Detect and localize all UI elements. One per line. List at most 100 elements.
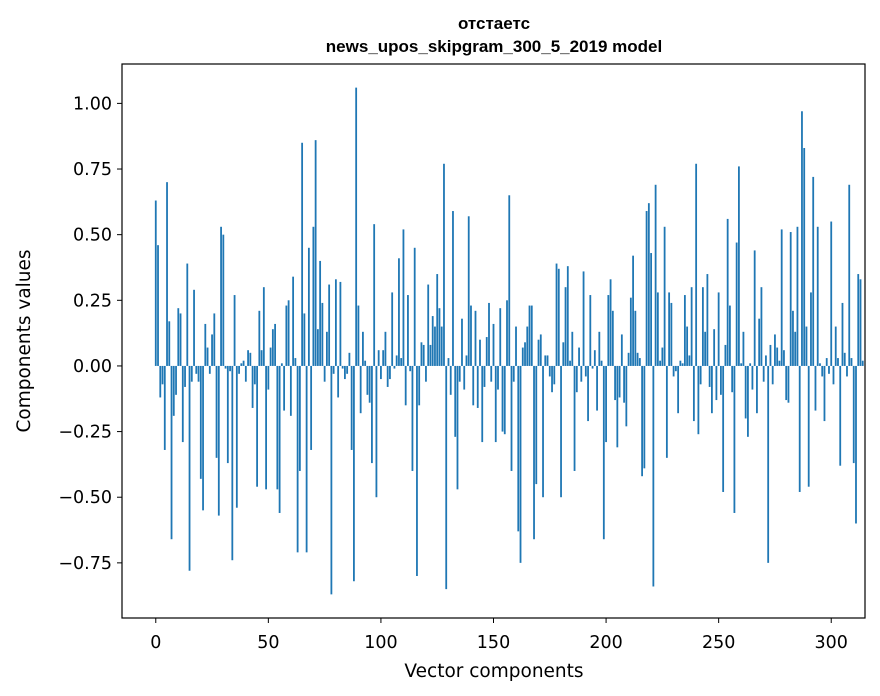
bar xyxy=(683,295,686,366)
y-tick-label: −0.50 xyxy=(58,488,112,508)
bar xyxy=(247,350,249,366)
bar xyxy=(789,232,792,366)
bar xyxy=(503,365,506,435)
bar xyxy=(587,365,589,422)
bar xyxy=(528,305,531,366)
bar xyxy=(296,365,299,553)
bar xyxy=(395,355,398,366)
bar xyxy=(204,323,207,366)
bar xyxy=(742,331,745,366)
bar xyxy=(328,284,331,366)
y-tick-label: 0.75 xyxy=(73,160,112,180)
bar xyxy=(760,287,763,366)
bar xyxy=(472,365,475,406)
bar xyxy=(747,365,749,437)
bar xyxy=(720,365,722,395)
bar xyxy=(341,365,344,369)
bar xyxy=(166,182,168,366)
bar xyxy=(382,350,385,366)
bar xyxy=(197,365,200,382)
bar xyxy=(711,365,713,414)
bar xyxy=(416,365,418,576)
bar xyxy=(722,365,725,492)
bar xyxy=(449,365,452,395)
bar xyxy=(474,310,477,366)
bar xyxy=(645,211,648,366)
bar xyxy=(661,347,664,366)
bar xyxy=(168,321,171,366)
y-tick-label: 0.00 xyxy=(73,357,112,377)
bar xyxy=(656,292,659,366)
bar xyxy=(643,365,646,469)
bar xyxy=(211,334,213,366)
bar xyxy=(810,292,812,366)
bar xyxy=(769,344,772,366)
bar xyxy=(837,358,839,366)
bar xyxy=(409,365,412,372)
bar xyxy=(697,365,700,435)
bar xyxy=(566,266,569,366)
bar xyxy=(422,344,425,366)
bar xyxy=(544,355,547,366)
bar xyxy=(213,313,216,366)
bar xyxy=(262,287,265,366)
bar xyxy=(659,360,662,366)
bar xyxy=(830,221,833,366)
bar xyxy=(380,365,382,380)
bar xyxy=(821,365,824,377)
bar xyxy=(265,365,267,490)
bar xyxy=(411,365,414,471)
bar xyxy=(154,200,157,366)
bar xyxy=(776,347,779,366)
bar xyxy=(494,365,497,443)
bar xyxy=(368,365,371,403)
bar xyxy=(521,347,524,366)
bar xyxy=(334,279,337,366)
chart-title-line2: news_upos_skipgram_300_5_2019 model xyxy=(326,37,662,56)
bar xyxy=(553,365,556,385)
bar xyxy=(627,352,630,366)
bar xyxy=(731,365,734,393)
bar xyxy=(774,334,776,366)
bar xyxy=(337,365,340,398)
bar xyxy=(238,365,240,374)
bar xyxy=(636,352,639,366)
bar xyxy=(751,365,754,390)
bar xyxy=(825,358,828,366)
y-axis-label: Components values xyxy=(14,249,35,432)
bar xyxy=(244,365,247,382)
bar xyxy=(620,334,623,366)
bar xyxy=(384,331,387,366)
bar xyxy=(222,234,225,366)
bar xyxy=(771,365,774,385)
bar xyxy=(344,365,346,380)
bar xyxy=(663,226,666,366)
bar xyxy=(249,352,252,366)
bar xyxy=(841,302,844,366)
bar xyxy=(735,242,738,366)
bar xyxy=(564,287,567,366)
bar xyxy=(350,365,353,450)
bar xyxy=(623,365,625,403)
bar xyxy=(157,245,159,366)
bar xyxy=(625,365,628,427)
bar xyxy=(729,305,731,366)
bar xyxy=(501,365,504,432)
bar xyxy=(362,331,364,366)
bar xyxy=(461,318,463,366)
bar xyxy=(596,365,598,411)
bar xyxy=(530,305,533,366)
bar xyxy=(287,300,290,366)
bar xyxy=(418,365,421,406)
bar xyxy=(749,363,752,366)
bar xyxy=(551,365,553,393)
bar xyxy=(440,326,443,366)
bar xyxy=(226,365,229,464)
bar xyxy=(220,226,222,366)
bar xyxy=(816,226,819,366)
bar xyxy=(517,365,520,532)
bar xyxy=(483,365,486,387)
bar xyxy=(260,350,263,366)
bar xyxy=(488,302,490,366)
bar xyxy=(314,140,317,366)
